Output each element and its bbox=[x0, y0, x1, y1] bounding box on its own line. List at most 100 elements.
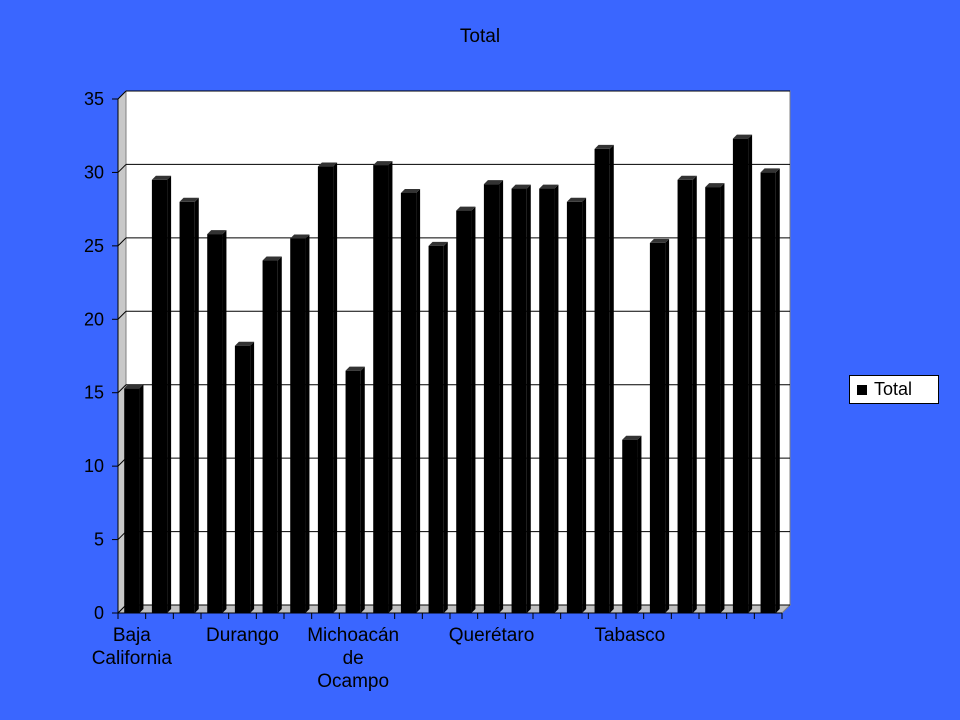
bar bbox=[124, 388, 140, 613]
bar bbox=[511, 188, 527, 613]
x-tick-label-line: Querétaro bbox=[449, 625, 535, 646]
bar-top bbox=[649, 238, 670, 243]
bar-side bbox=[637, 435, 642, 613]
bar-top bbox=[400, 188, 421, 193]
x-tick-label-line: Ocampo bbox=[317, 671, 389, 692]
y-tick-label: 35 bbox=[84, 89, 104, 109]
bar-top bbox=[539, 184, 559, 189]
bar-top bbox=[760, 168, 780, 173]
bar bbox=[373, 165, 389, 614]
x-tick-label-line: de bbox=[343, 648, 364, 669]
bar bbox=[732, 138, 749, 613]
bar-top bbox=[151, 175, 172, 180]
bar-side bbox=[416, 188, 421, 613]
gridline-side bbox=[117, 384, 127, 394]
bar-top bbox=[428, 241, 448, 246]
bar bbox=[262, 260, 278, 613]
bar-top bbox=[207, 230, 227, 235]
bar bbox=[594, 148, 610, 613]
bar-top bbox=[262, 256, 282, 261]
bar bbox=[345, 370, 361, 613]
bar-side bbox=[748, 134, 753, 613]
y-tick-label: 0 bbox=[94, 603, 104, 623]
bar-side bbox=[526, 184, 531, 613]
bar-side bbox=[554, 184, 559, 613]
legend: Total bbox=[849, 375, 939, 404]
bar-top bbox=[179, 197, 199, 202]
bar bbox=[207, 234, 223, 613]
x-tick-label-line: Tabasco bbox=[594, 625, 665, 646]
bar bbox=[151, 179, 168, 613]
gridline-side bbox=[117, 237, 127, 247]
bar-top bbox=[345, 366, 365, 371]
bar-side bbox=[305, 234, 310, 613]
bar-top bbox=[317, 162, 338, 167]
bar bbox=[317, 166, 334, 613]
bar bbox=[483, 184, 500, 614]
bar-side bbox=[609, 144, 614, 613]
bar-side bbox=[250, 341, 255, 613]
bar-side bbox=[582, 197, 587, 614]
bar bbox=[234, 345, 251, 613]
bar bbox=[290, 238, 306, 613]
bar-top bbox=[483, 180, 504, 185]
bar-side bbox=[333, 162, 338, 613]
bar-top bbox=[373, 161, 393, 166]
bar-top bbox=[290, 234, 310, 239]
y-tick-label: 25 bbox=[84, 236, 104, 256]
bar-top bbox=[732, 134, 753, 139]
legend-swatch bbox=[857, 385, 867, 395]
bar bbox=[400, 192, 417, 613]
bar bbox=[622, 439, 638, 613]
bar-side bbox=[471, 206, 476, 613]
bar bbox=[760, 172, 776, 613]
x-tick-label-line: Michoacán bbox=[307, 625, 399, 646]
bar-side bbox=[194, 197, 199, 614]
bar-top bbox=[594, 144, 614, 149]
y-tick-label: 30 bbox=[84, 162, 104, 182]
x-tick-label: Querétaro bbox=[449, 625, 535, 646]
y-tick-label: 10 bbox=[84, 456, 104, 476]
x-tick-label: Michoacán de Ocampo bbox=[307, 625, 399, 692]
bar-side bbox=[360, 366, 365, 613]
bar-top bbox=[705, 183, 725, 188]
x-tick-label: Tabasco bbox=[594, 625, 665, 646]
y-tick-label: 15 bbox=[84, 383, 104, 403]
bar-top bbox=[677, 175, 697, 180]
bar-side bbox=[775, 168, 780, 613]
bar bbox=[677, 179, 693, 613]
bar-top bbox=[566, 197, 587, 202]
bar-side bbox=[388, 161, 393, 614]
x-tick-label-line: Baja bbox=[113, 625, 151, 646]
gridline-side bbox=[117, 90, 127, 100]
bar-side bbox=[443, 241, 448, 613]
legend-label: Total bbox=[874, 379, 913, 399]
gridline-side bbox=[117, 310, 127, 320]
bar bbox=[456, 210, 472, 613]
bar bbox=[179, 201, 195, 614]
bar-top bbox=[456, 206, 476, 211]
x-tick-label: Durango bbox=[206, 625, 279, 646]
x-tick-label-line: California bbox=[92, 648, 173, 669]
bar bbox=[566, 201, 583, 614]
chart-title: Total bbox=[459, 26, 501, 47]
bar-top bbox=[622, 435, 642, 440]
bar-side bbox=[139, 384, 144, 613]
bar-side bbox=[720, 183, 725, 613]
bar-top bbox=[234, 341, 255, 346]
bar-top bbox=[511, 184, 531, 189]
bar-side bbox=[499, 180, 504, 614]
bar-side bbox=[665, 238, 670, 614]
bar bbox=[705, 187, 721, 613]
x-tick-label: Baja California bbox=[92, 625, 173, 669]
bar bbox=[649, 242, 666, 614]
bar bbox=[428, 245, 444, 613]
bar-side bbox=[692, 175, 697, 613]
bar bbox=[539, 188, 555, 613]
y-tick-label: 5 bbox=[94, 530, 104, 550]
bar-side bbox=[222, 230, 227, 613]
bar-top bbox=[124, 384, 144, 389]
gridline-side bbox=[117, 164, 127, 173]
x-tick-label-line: Durango bbox=[206, 625, 279, 646]
